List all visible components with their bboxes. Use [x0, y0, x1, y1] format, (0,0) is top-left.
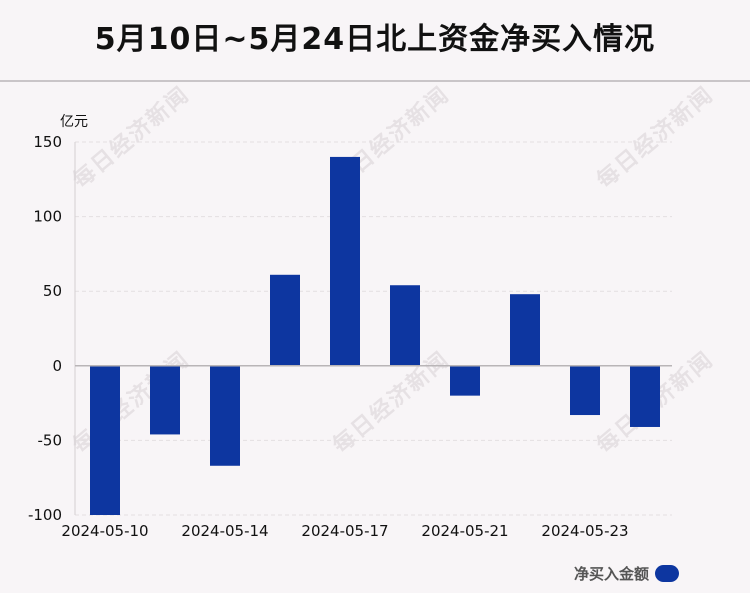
y-tick-label: -50: [38, 431, 63, 449]
x-tick-label: 2024-05-17: [301, 522, 388, 540]
y-tick-label: 100: [33, 208, 62, 226]
y-axis-unit: 亿元: [60, 114, 88, 130]
bar: [210, 365, 240, 466]
y-tick-label: -100: [28, 506, 62, 524]
bar: [390, 285, 420, 366]
y-tick-label: 0: [52, 357, 62, 375]
bar: [570, 365, 600, 416]
bar: [510, 294, 540, 366]
chart-title: 5月10日~5月24日北上资金净买入情况: [94, 22, 656, 57]
bars: [90, 156, 660, 515]
x-tick-label: 2024-05-21: [421, 522, 508, 540]
gridlines: [75, 141, 672, 516]
bar: [90, 365, 120, 515]
title-divider: [0, 80, 750, 82]
y-tick-labels: 150 100 50 0 -50 -100: [28, 133, 62, 524]
x-tick-label: 2024-05-14: [181, 522, 268, 540]
legend: 净买入金额: [574, 563, 680, 584]
x-tick-labels: 2024-05-10 2024-05-14 2024-05-17 2024-05-21…: [61, 522, 628, 540]
legend-label: 净买入金额: [574, 565, 650, 583]
y-tick-label: 50: [43, 282, 62, 300]
bar: [330, 156, 360, 366]
legend-swatch: [655, 565, 680, 582]
y-tick-label: 150: [33, 133, 62, 151]
bar: [270, 274, 300, 366]
bar: [450, 365, 480, 396]
x-tick-label: 2024-05-10: [61, 522, 148, 540]
bar: [630, 365, 660, 427]
x-tick-label: 2024-05-23: [541, 522, 628, 540]
bar: [150, 365, 180, 435]
